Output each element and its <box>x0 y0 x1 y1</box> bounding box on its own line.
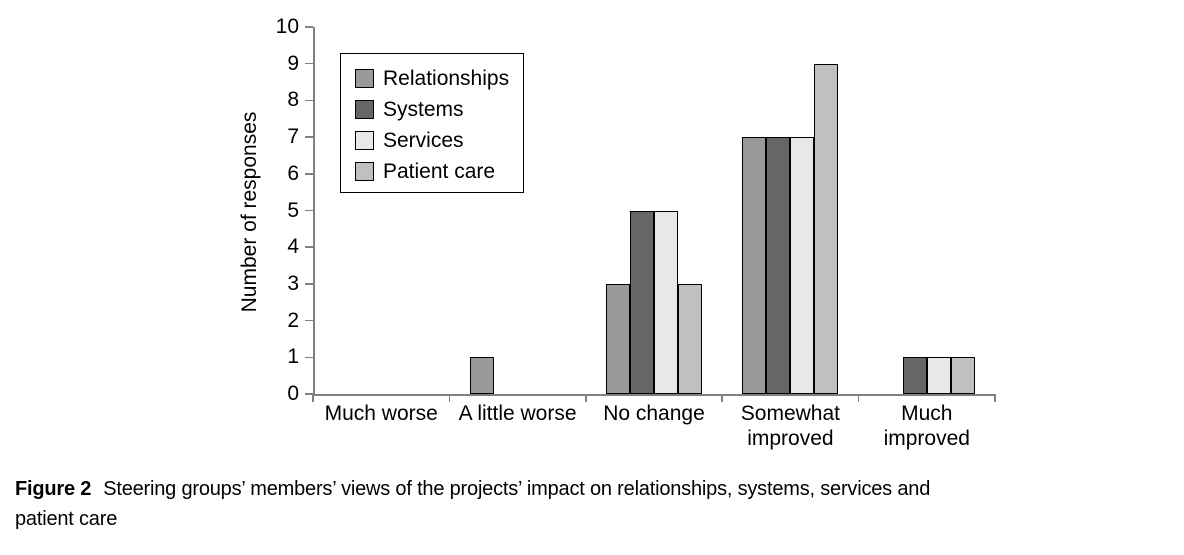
bar-systems <box>766 137 791 394</box>
y-tick <box>305 26 313 28</box>
y-tick <box>305 319 313 322</box>
y-tick <box>305 246 313 248</box>
y-tick-label: 10 <box>275 15 299 38</box>
x-tick <box>994 394 996 402</box>
legend-label: Services <box>383 128 464 152</box>
bar-services <box>926 357 951 394</box>
y-tick-label: 9 <box>287 51 299 75</box>
caption-label: Figure 2 <box>15 478 92 500</box>
x-tick-label-line: Much worse <box>324 402 438 425</box>
y-tick <box>305 62 313 65</box>
bar-relationships <box>606 283 630 394</box>
y-tick <box>305 209 313 212</box>
y-tick-label: 1 <box>287 345 299 369</box>
legend-item: Systems <box>355 94 523 125</box>
x-tick-label: Much improved <box>859 401 995 451</box>
legend-label: Systems <box>383 97 464 121</box>
caption-text-line2: patient care <box>15 508 118 530</box>
x-tick <box>585 394 587 402</box>
bar-patient-care <box>950 357 975 394</box>
legend-item: Patient care <box>355 156 523 187</box>
x-tick-label: Much worse <box>313 401 449 426</box>
y-tick <box>305 283 313 285</box>
y-axis-line <box>313 27 315 394</box>
y-tick <box>305 393 313 395</box>
x-tick <box>448 394 451 402</box>
legend-item: Services <box>355 125 523 156</box>
x-tick-label-line: A little worse <box>458 402 577 425</box>
y-tick-label: 3 <box>287 271 299 295</box>
figure-caption: Figure 2 Steering groups’ members’ views … <box>15 474 1170 534</box>
x-tick-label-line: No change <box>603 402 705 425</box>
bar-services <box>654 210 678 394</box>
legend-swatch <box>355 100 374 119</box>
legend-item: Relationships <box>355 63 523 94</box>
legend-swatch <box>355 162 374 181</box>
x-tick-label-line: Much <box>901 402 953 425</box>
bar-systems <box>630 210 654 394</box>
y-tick-label: 7 <box>287 125 299 149</box>
legend-label: Relationships <box>383 66 510 90</box>
x-tick <box>721 394 723 402</box>
bar-relationships <box>742 137 767 394</box>
x-tick-label-line: Somewhat <box>740 402 840 425</box>
x-tick <box>312 394 314 402</box>
y-tick-label: 4 <box>287 235 299 259</box>
bar-services <box>790 137 815 394</box>
x-tick <box>857 394 860 402</box>
legend: Relationships Systems Services Patient care <box>340 53 524 193</box>
bar-chart-plot: Number of responses Relationships Systems… <box>238 15 996 451</box>
x-tick-label-line: improved <box>747 427 834 450</box>
y-tick-label: 5 <box>287 198 299 222</box>
x-tick-label: Somewhat improved <box>722 401 858 451</box>
x-tick-label: A little worse <box>449 401 585 426</box>
bar-patient-care <box>678 283 702 394</box>
y-tick <box>305 356 313 359</box>
bar-relationships <box>469 357 494 394</box>
y-tick <box>305 136 313 138</box>
x-tick-label-line: improved <box>883 427 970 450</box>
x-tick-label: No change <box>586 401 722 426</box>
y-tick <box>305 99 313 102</box>
y-tick-label: 2 <box>287 308 299 332</box>
x-axis-line <box>313 394 995 396</box>
legend-swatch <box>355 69 374 88</box>
legend-label: Patient care <box>383 159 496 183</box>
y-tick-label: 0 <box>287 382 299 405</box>
bar-patient-care <box>814 63 839 394</box>
caption-text-line1: Steering groups’ members’ views of the p… <box>103 478 931 500</box>
y-tick-label: 6 <box>287 161 299 185</box>
legend-swatch <box>355 131 374 150</box>
y-tick-label: 8 <box>287 88 299 112</box>
bar-systems <box>902 357 927 394</box>
y-tick <box>305 173 313 175</box>
